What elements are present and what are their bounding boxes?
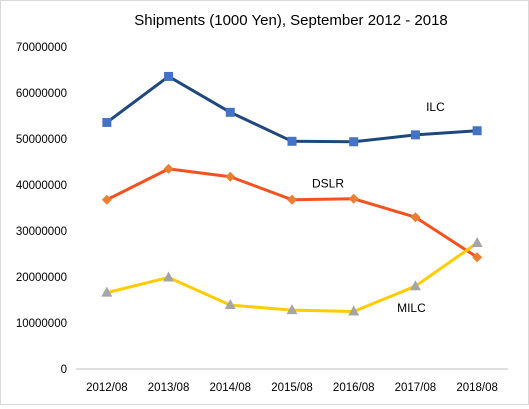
y-tick-label: 10000000 — [16, 318, 67, 330]
data-point-dslr — [163, 163, 174, 174]
series-line-dslr — [106, 167, 478, 259]
x-axis-ticks: 2012/08 2013/08 2014/08 2015/08 2016/08 2017/… — [86, 382, 498, 394]
x-tick-label: 2016/08 — [333, 382, 375, 394]
series-markers — [101, 71, 483, 316]
data-point-dslr — [101, 194, 112, 205]
series-lines — [105, 74, 479, 313]
series-label-milc: MILC — [397, 301, 426, 315]
y-axis-ticks: 0 10000000 20000000 30000000 40000000 5000000… — [16, 42, 67, 376]
data-point-ilc — [225, 107, 235, 117]
data-point-milc — [163, 271, 175, 282]
chart-title: Shipments (1000 Yen), September 2012 - 2… — [134, 12, 448, 29]
series-label-dslr: DSLR — [312, 177, 344, 191]
data-point-dslr — [348, 193, 359, 204]
y-tick-label: 60000000 — [16, 88, 67, 100]
y-tick-label: 20000000 — [16, 272, 67, 284]
data-point-ilc — [349, 137, 359, 147]
data-point-ilc — [410, 130, 420, 140]
y-tick-label: 40000000 — [16, 180, 67, 192]
data-point-milc — [101, 286, 113, 297]
data-point-ilc — [102, 117, 112, 127]
y-tick-label: 70000000 — [16, 42, 67, 54]
data-point-milc — [471, 236, 483, 247]
x-tick-label: 2012/08 — [86, 382, 128, 394]
data-point-ilc — [472, 126, 482, 136]
data-point-milc — [348, 305, 360, 316]
x-tick-label: 2013/08 — [148, 382, 190, 394]
data-point-dslr — [225, 171, 236, 182]
x-tick-label: 2018/08 — [456, 382, 498, 394]
series-line-ilc — [105, 74, 478, 144]
data-point-milc — [409, 280, 421, 291]
data-point-dslr — [410, 212, 421, 223]
data-point-milc — [286, 304, 298, 315]
x-tick-label: 2017/08 — [395, 382, 437, 394]
data-point-ilc — [287, 136, 297, 146]
data-point-ilc — [164, 71, 174, 81]
y-tick-label: 30000000 — [16, 226, 67, 238]
y-tick-label: 50000000 — [16, 134, 67, 146]
x-tick-label: 2015/08 — [271, 382, 313, 394]
data-point-milc — [224, 299, 236, 310]
y-tick-label: 0 — [61, 364, 67, 376]
data-point-dslr — [287, 194, 297, 205]
data-point-dslr — [472, 252, 483, 263]
x-tick-label: 2014/08 — [209, 382, 251, 394]
series-labels: ILC DSLR MILC — [312, 100, 445, 315]
series-label-ilc: ILC — [426, 100, 445, 114]
